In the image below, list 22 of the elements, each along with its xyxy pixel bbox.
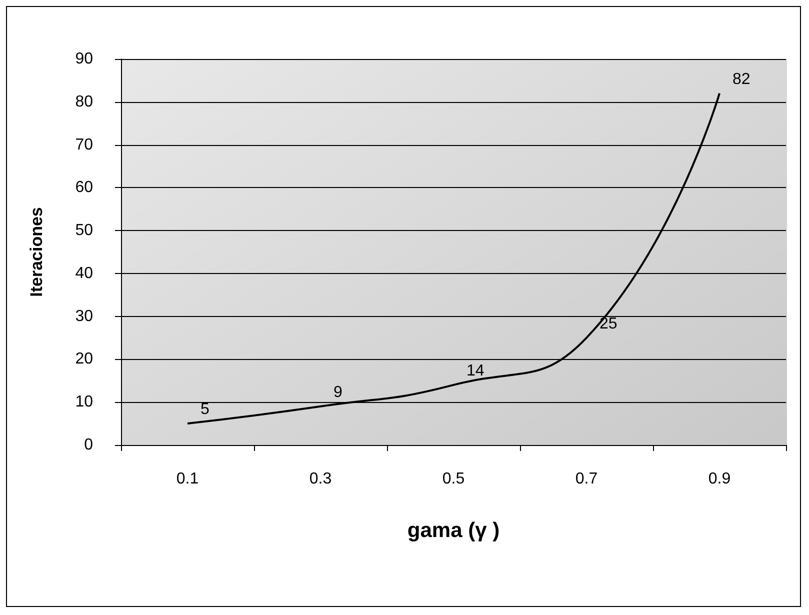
y-tick-label: 50: [75, 222, 94, 240]
x-tick-label: 0.3: [309, 470, 332, 488]
y-tick-label: 80: [75, 93, 94, 110]
y-tick-label: 30: [75, 308, 94, 325]
x-tick-label: 0.5: [442, 470, 465, 488]
data-label: 5: [200, 401, 210, 418]
y-tick-label: 70: [75, 136, 94, 154]
x-axis-title: gama (γ ): [407, 519, 500, 542]
data-label: 82: [732, 70, 750, 88]
data-label: 14: [466, 362, 484, 380]
x-tick-label: 0.9: [708, 470, 731, 488]
data-label: 9: [334, 384, 342, 401]
y-tick-label: 0: [84, 436, 94, 454]
x-tick-label: 0.1: [176, 470, 199, 488]
data-label: 25: [600, 315, 618, 332]
y-tick-label: 60: [75, 179, 94, 196]
x-tick-label: 0.7: [575, 470, 598, 488]
y-tick-label: 10: [75, 394, 94, 411]
y-tick-label: 40: [75, 264, 94, 282]
y-tick-label: 20: [75, 350, 94, 368]
y-tick-label: 90: [75, 50, 94, 68]
y-axis-title: Iteraciones: [27, 207, 46, 297]
